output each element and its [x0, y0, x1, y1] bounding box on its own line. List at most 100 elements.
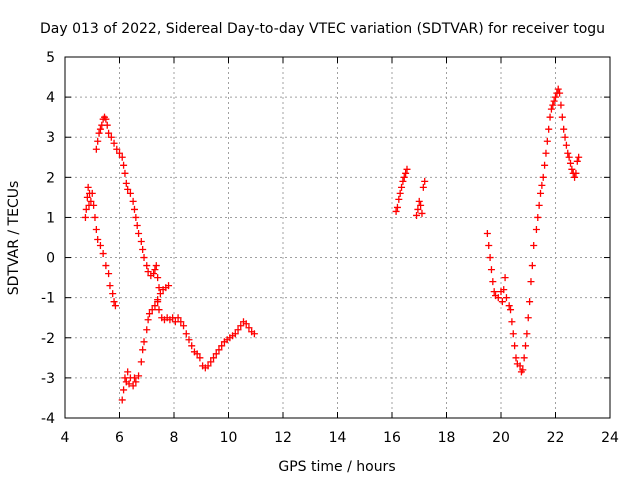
- x-tick-label: 24: [601, 430, 619, 446]
- data-point: [87, 197, 95, 205]
- data-point: [537, 189, 545, 197]
- data-point: [399, 177, 407, 185]
- data-point: [535, 201, 543, 209]
- data-point: [417, 201, 425, 209]
- data-point: [494, 294, 502, 302]
- data-point: [505, 302, 513, 310]
- data-point: [113, 145, 121, 153]
- data-point: [144, 316, 152, 324]
- data-point: [237, 322, 245, 330]
- data-point: [500, 286, 508, 294]
- data-point: [530, 242, 538, 250]
- data-point: [148, 306, 156, 314]
- data-point: [523, 330, 531, 338]
- data-point: [165, 282, 173, 290]
- data-point: [139, 346, 147, 354]
- data-point: [552, 93, 559, 101]
- data-point: [501, 274, 509, 282]
- data-point: [520, 354, 528, 362]
- data-point: [185, 336, 193, 344]
- data-point: [392, 207, 400, 215]
- data-point: [99, 250, 107, 258]
- series-segment-5: [392, 165, 411, 215]
- data-point: [575, 153, 583, 161]
- series-segment-8: [519, 85, 583, 374]
- x-tick-label: 16: [383, 430, 401, 446]
- data-point: [143, 262, 151, 270]
- data-point: [210, 354, 218, 362]
- y-tick-label: -4: [41, 411, 55, 427]
- data-point: [415, 197, 423, 205]
- data-point: [532, 225, 540, 233]
- data-point: [546, 113, 554, 121]
- data-point: [143, 326, 151, 334]
- data-point: [534, 213, 542, 221]
- data-point: [152, 262, 160, 270]
- data-point: [120, 386, 128, 394]
- data-point: [83, 193, 91, 201]
- data-point: [516, 362, 524, 370]
- data-point: [122, 179, 130, 187]
- y-tick-label: 2: [46, 170, 55, 186]
- data-point: [528, 262, 536, 270]
- data-point: [154, 298, 162, 306]
- data-point: [556, 89, 564, 97]
- data-point: [512, 354, 520, 362]
- data-point: [91, 213, 99, 221]
- data-point: [151, 266, 159, 274]
- data-point: [557, 101, 565, 109]
- data-point: [400, 173, 408, 181]
- data-point: [102, 262, 110, 270]
- data-point: [403, 165, 411, 173]
- data-point: [395, 195, 403, 203]
- data-point: [509, 330, 517, 338]
- data-point: [193, 350, 201, 358]
- data-point: [116, 149, 123, 157]
- data-point: [106, 282, 114, 290]
- data-point: [538, 181, 546, 189]
- data-point: [234, 326, 242, 334]
- data-point: [207, 358, 215, 366]
- data-point: [511, 342, 519, 350]
- series-segment-1: [81, 183, 119, 310]
- data-point: [519, 366, 527, 374]
- data-point: [218, 342, 226, 350]
- data-point: [111, 302, 119, 310]
- chart-title: Day 013 of 2022, Sidereal Day-to-day VTE…: [40, 21, 605, 37]
- data-point: [110, 139, 118, 147]
- data-point: [550, 97, 558, 105]
- data-point: [507, 306, 515, 314]
- data-point: [135, 372, 143, 380]
- data-point: [560, 125, 568, 133]
- data-point: [543, 137, 551, 145]
- data-point: [118, 396, 126, 404]
- data-point: [145, 310, 153, 318]
- data-point: [137, 238, 145, 246]
- y-tick-label: 5: [46, 50, 55, 66]
- data-point: [90, 201, 98, 209]
- x-tick-label: 20: [492, 430, 510, 446]
- data-point: [109, 290, 117, 298]
- y-tick-label: 3: [46, 130, 55, 146]
- data-point: [92, 225, 100, 233]
- data-point: [402, 169, 410, 177]
- series-segment-7: [483, 229, 525, 376]
- data-point: [545, 125, 553, 133]
- y-tick-label: 1: [46, 210, 55, 226]
- data-point: [566, 159, 574, 167]
- series-segment-6: [413, 177, 429, 219]
- data-point: [129, 197, 137, 205]
- data-point: [139, 246, 147, 254]
- data-point: [124, 368, 132, 376]
- data-point: [88, 189, 96, 197]
- data-point: [155, 284, 163, 292]
- data-point: [150, 270, 158, 278]
- data-point: [110, 298, 118, 306]
- data-point: [120, 161, 128, 169]
- data-point: [212, 350, 220, 358]
- data-point: [414, 205, 422, 213]
- data-point: [154, 274, 162, 282]
- data-point: [565, 153, 573, 161]
- data-point: [126, 189, 134, 197]
